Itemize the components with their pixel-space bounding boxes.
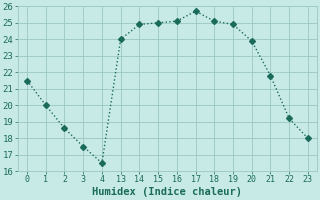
X-axis label: Humidex (Indice chaleur): Humidex (Indice chaleur) <box>92 187 243 197</box>
